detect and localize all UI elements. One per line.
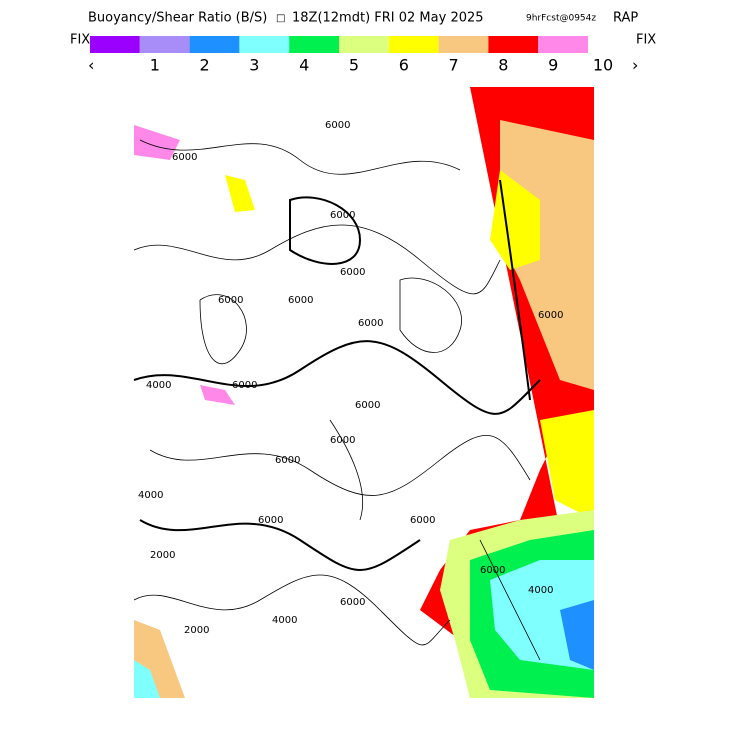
- contour-label: 6000: [325, 120, 350, 131]
- contour-label: 6000: [330, 210, 355, 221]
- contour-label: 6000: [232, 380, 257, 391]
- color-swatch: [289, 36, 339, 53]
- colorbar: FIX FIX ‹ › 1 2 3 4 5 6 7 8 9 10: [70, 33, 656, 75]
- color-swatch: [90, 36, 140, 53]
- contour-label: 6000: [340, 597, 365, 608]
- color-swatch: [139, 36, 190, 53]
- colorbar-label: 5: [349, 56, 359, 75]
- contour-label: 6000: [358, 318, 383, 329]
- contour-label: 6000: [172, 152, 197, 163]
- contour-label: 6000: [330, 435, 355, 446]
- color-swatch: [538, 36, 588, 53]
- colorbar-label: 10: [593, 56, 613, 75]
- contour-label: 6000: [355, 400, 380, 411]
- next[interactable]: ›: [632, 56, 638, 75]
- run: 18Z(12mdt) FRI 02 May 2025: [292, 11, 484, 26]
- region-sw-cyan: [134, 660, 160, 698]
- colorbar-label: 1: [150, 56, 160, 75]
- title: Buoyancy/Shear Ratio (B/S): [88, 11, 267, 26]
- contour-label: 2000: [184, 625, 209, 636]
- color-swatch: [438, 36, 489, 53]
- region-spot: [200, 385, 235, 405]
- header: Buoyancy/Shear Ratio (B/S) □ 18Z(12mdt) …: [88, 11, 638, 26]
- region-yellow: [540, 410, 594, 520]
- color-swatch: [189, 36, 240, 53]
- color-swatch: [388, 36, 439, 53]
- contour-label: 6000: [340, 267, 365, 278]
- color-swatch: [239, 36, 290, 53]
- region-nw: [134, 125, 180, 160]
- fix-left[interactable]: FIX: [70, 33, 90, 48]
- prev[interactable]: ‹: [88, 56, 94, 75]
- contour-label: 6000: [275, 455, 300, 466]
- map: 6000 6000 6000 6000 6000 6000 6000 4000 …: [133, 87, 594, 698]
- contour-label: 6000: [218, 295, 243, 306]
- contours: [133, 139, 541, 661]
- symbol: □: [276, 13, 285, 24]
- colorbar-label: 3: [249, 56, 259, 75]
- contour-label: 6000: [410, 515, 435, 526]
- contour-labels: 6000 6000 6000 6000 6000 6000 6000 4000 …: [138, 120, 563, 636]
- colorbar-label: 2: [200, 56, 210, 75]
- contour-label: 6000: [258, 515, 283, 526]
- contour-label: 2000: [150, 550, 175, 561]
- contour-label: 4000: [272, 615, 297, 626]
- contour-label: 6000: [480, 565, 505, 576]
- colorbar-label: 4: [299, 56, 309, 75]
- region-orange: [500, 120, 594, 390]
- model: RAP: [613, 11, 638, 26]
- contour-label: 6000: [288, 295, 313, 306]
- region-spot: [225, 175, 255, 212]
- colorbar-label: 9: [548, 56, 558, 75]
- contour-label: 4000: [528, 585, 553, 596]
- fix-right[interactable]: FIX: [636, 33, 656, 48]
- region-blue: [560, 600, 594, 670]
- colorbar-label: 6: [399, 56, 409, 75]
- color-swatch: [339, 36, 389, 53]
- contour-label: 4000: [138, 490, 163, 501]
- colorbar-label: 8: [498, 56, 508, 75]
- contour-label: 6000: [538, 310, 563, 321]
- colorbar-label: 7: [449, 56, 459, 75]
- forecast: 9hrFcst@0954z: [526, 14, 596, 24]
- contour-label: 4000: [146, 380, 171, 391]
- color-swatch: [488, 36, 539, 53]
